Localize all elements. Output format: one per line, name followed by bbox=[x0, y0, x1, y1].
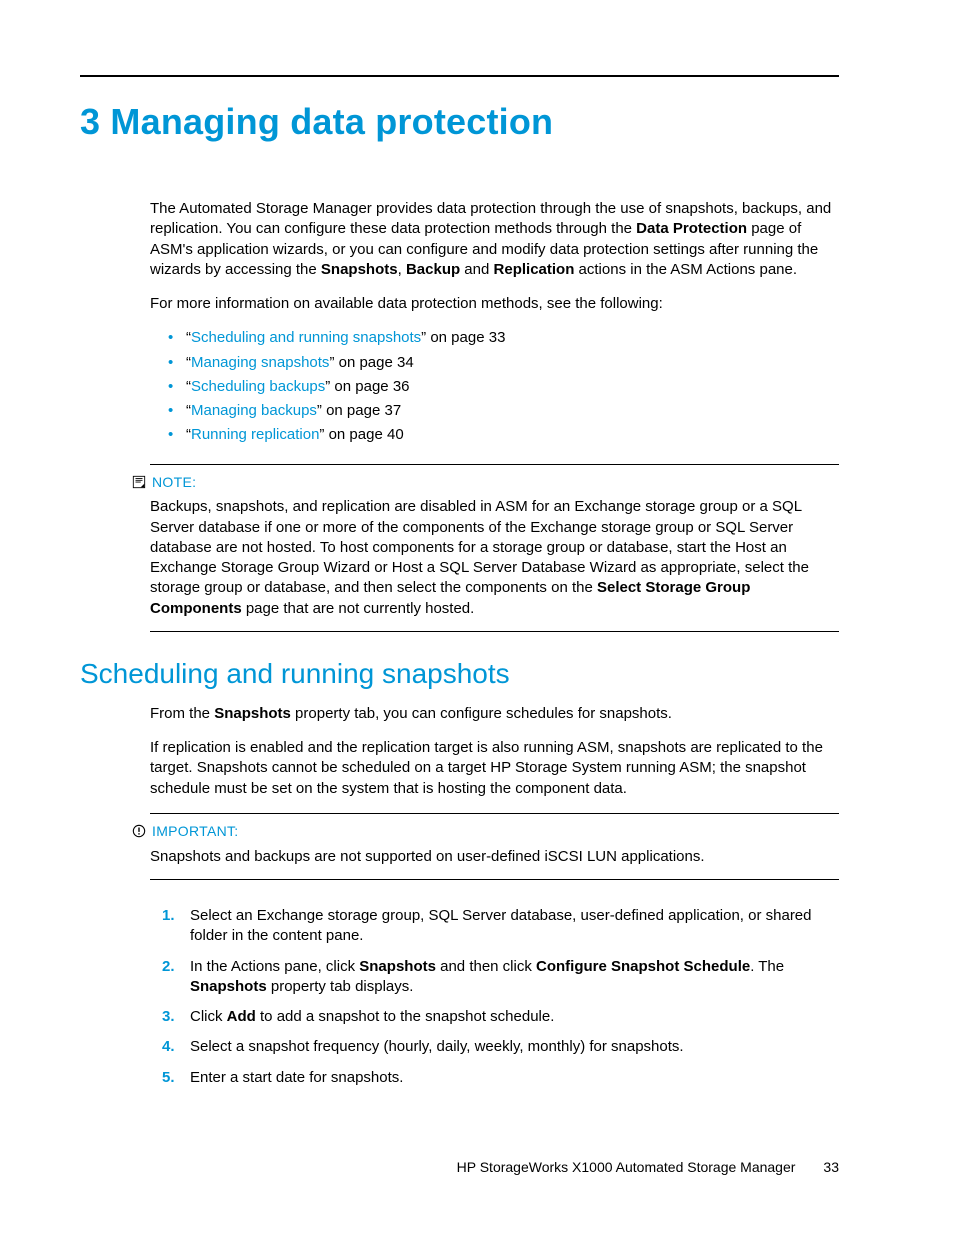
text: Click bbox=[190, 1008, 227, 1025]
list-item: “Managing backups” on page 37 bbox=[168, 401, 839, 421]
bold-text: Snapshots bbox=[190, 978, 267, 995]
section-title: Scheduling and running snapshots bbox=[80, 658, 839, 690]
bold-text: Replication bbox=[494, 261, 575, 278]
step-item: In the Actions pane, click Snapshots and… bbox=[162, 957, 839, 998]
step-item: Select a snapshot frequency (hourly, dai… bbox=[162, 1037, 839, 1057]
callout-header: IMPORTANT: bbox=[132, 822, 839, 841]
page-footer: HP StorageWorks X1000 Automated Storage … bbox=[457, 1159, 839, 1175]
bold-text: Add bbox=[227, 1008, 256, 1025]
text: actions in the ASM Actions pane. bbox=[574, 261, 797, 278]
text: Enter a start date for snapshots. bbox=[190, 1069, 403, 1086]
list-item: “Scheduling and running snapshots” on pa… bbox=[168, 328, 839, 348]
top-rule bbox=[80, 75, 839, 77]
text: and bbox=[460, 261, 493, 278]
callout-body: Backups, snapshots, and replication are … bbox=[150, 497, 839, 619]
text: ” on page 40 bbox=[319, 426, 403, 443]
xref-link[interactable]: Scheduling backups bbox=[191, 378, 325, 395]
text: property tab, you can configure schedule… bbox=[291, 705, 672, 722]
callout-label: IMPORTANT: bbox=[152, 822, 239, 841]
text: From the bbox=[150, 705, 214, 722]
bold-text: Snapshots bbox=[359, 958, 436, 975]
section-body: From the Snapshots property tab, you can… bbox=[150, 704, 839, 1088]
text: . The bbox=[750, 958, 784, 975]
note-callout: NOTE: Backups, snapshots, and replicatio… bbox=[150, 464, 839, 632]
list-item: “Running replication” on page 40 bbox=[168, 425, 839, 445]
step-item: Select an Exchange storage group, SQL Se… bbox=[162, 906, 839, 947]
text: Select an Exchange storage group, SQL Se… bbox=[190, 907, 812, 944]
text: to add a snapshot to the snapshot schedu… bbox=[256, 1008, 555, 1025]
page: 3 Managing data protection The Automated… bbox=[0, 0, 954, 1235]
text: ” on page 37 bbox=[317, 402, 401, 419]
procedure-steps: Select an Exchange storage group, SQL Se… bbox=[162, 906, 839, 1088]
xref-link[interactable]: Managing backups bbox=[191, 402, 317, 419]
list-item: “Scheduling backups” on page 36 bbox=[168, 377, 839, 397]
text: Select a snapshot frequency (hourly, dai… bbox=[190, 1038, 684, 1055]
text: ” on page 36 bbox=[325, 378, 409, 395]
bold-text: Backup bbox=[406, 261, 460, 278]
section-paragraph-1: From the Snapshots property tab, you can… bbox=[150, 704, 839, 724]
important-callout: IMPORTANT: Snapshots and backups are not… bbox=[150, 813, 839, 880]
section-paragraph-2: If replication is enabled and the replic… bbox=[150, 738, 839, 799]
xref-link[interactable]: Scheduling and running snapshots bbox=[191, 329, 421, 346]
text: property tab displays. bbox=[267, 978, 414, 995]
callout-header: NOTE: bbox=[132, 473, 839, 492]
callout-label: NOTE: bbox=[152, 473, 196, 492]
xref-link[interactable]: Running replication bbox=[191, 426, 319, 443]
xref-link[interactable]: Managing snapshots bbox=[191, 354, 329, 371]
important-icon bbox=[132, 824, 146, 838]
body-block: The Automated Storage Manager provides d… bbox=[150, 199, 839, 632]
bold-text: Configure Snapshot Schedule bbox=[536, 958, 750, 975]
text: and then click bbox=[436, 958, 536, 975]
chapter-title: 3 Managing data protection bbox=[80, 101, 839, 143]
bold-text: Data Protection bbox=[636, 220, 747, 237]
callout-body: Snapshots and backups are not supported … bbox=[150, 847, 839, 867]
note-icon bbox=[132, 475, 146, 489]
intro-paragraph-2: For more information on available data p… bbox=[150, 294, 839, 314]
text: , bbox=[398, 261, 406, 278]
text: ” on page 34 bbox=[329, 354, 413, 371]
page-number: 33 bbox=[823, 1159, 839, 1175]
text: In the Actions pane, click bbox=[190, 958, 359, 975]
step-item: Enter a start date for snapshots. bbox=[162, 1068, 839, 1088]
bold-text: Snapshots bbox=[214, 705, 291, 722]
xref-list: “Scheduling and running snapshots” on pa… bbox=[168, 328, 839, 445]
step-item: Click Add to add a snapshot to the snaps… bbox=[162, 1007, 839, 1027]
intro-paragraph-1: The Automated Storage Manager provides d… bbox=[150, 199, 839, 280]
text: ” on page 33 bbox=[421, 329, 505, 346]
list-item: “Managing snapshots” on page 34 bbox=[168, 353, 839, 373]
text: page that are not currently hosted. bbox=[242, 600, 475, 617]
footer-doc-title: HP StorageWorks X1000 Automated Storage … bbox=[457, 1159, 796, 1175]
bold-text: Snapshots bbox=[321, 261, 398, 278]
